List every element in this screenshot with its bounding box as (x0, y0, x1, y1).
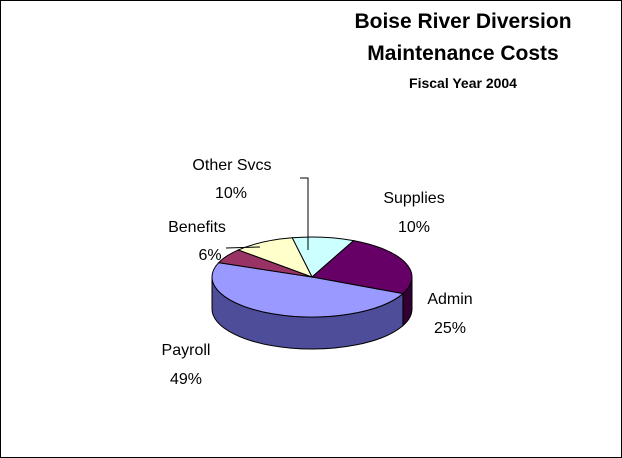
slice-percent-admin: 25% (434, 320, 466, 337)
chart-title-line-1: Boise River Diversion (354, 10, 572, 33)
pie-slice-payroll (211, 262, 405, 318)
slice-label-payroll: Payroll (162, 342, 211, 359)
chart-title: Boise River Diversion Maintenance Costs … (310, 6, 616, 94)
pie-labels: Supplies 10% Admin 25% Payroll 49% Benefits 6% O… (162, 157, 473, 388)
slice-percent-supplies: 10% (398, 219, 430, 236)
leader-line-other-svcs (300, 177, 309, 250)
chart-subtitle: Fiscal Year 2004 (409, 75, 517, 91)
slice-percent-benefits: 6% (198, 247, 221, 264)
slice-label-other-svcs: Other Svcs (192, 157, 271, 174)
leader-line-benefits (225, 246, 261, 249)
pie-leader-lines (225, 177, 309, 250)
slice-percent-other-svcs: 10% (215, 185, 247, 202)
pie-tops (211, 236, 413, 318)
slice-label-supplies: Supplies (383, 190, 444, 207)
slice-label-benefits: Benefits (168, 219, 226, 236)
slice-percent-payroll: 49% (170, 371, 202, 388)
slice-label-admin: Admin (427, 291, 472, 308)
chart-title-line-2: Maintenance Costs (367, 42, 559, 65)
pie-slice-admin (310, 240, 413, 295)
